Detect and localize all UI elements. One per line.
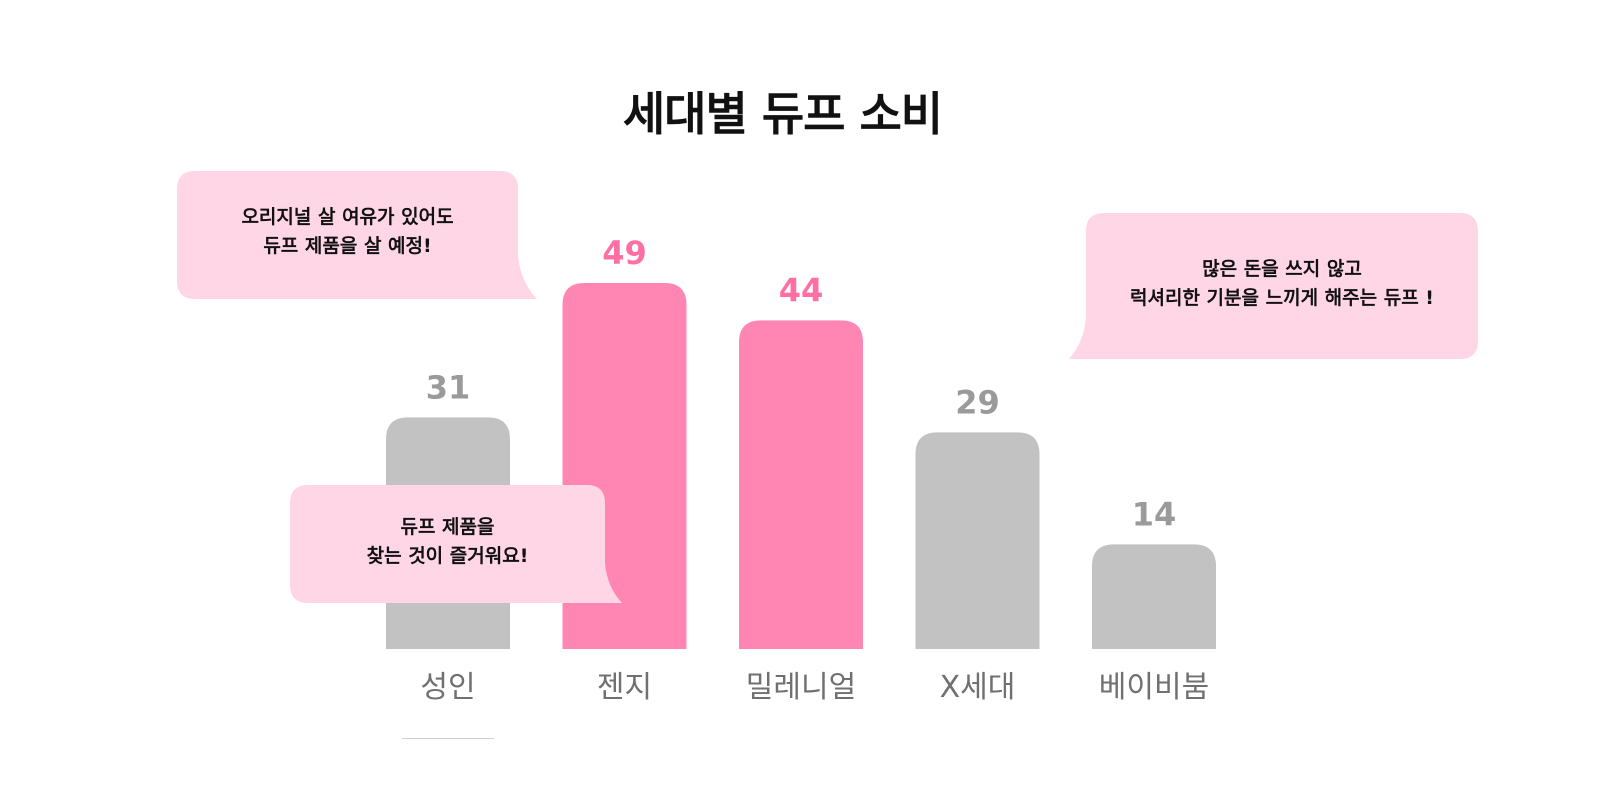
category-label-1: 젠지 — [597, 670, 652, 705]
category-label-3: X세대 — [940, 670, 1016, 705]
value-label-1: 49 — [602, 234, 647, 272]
annotation-bubble-luxury-feeling: 많은 돈을 쓰지 않고 럭셔리한 기분을 느끼게 해주는 듀프 ! — [1069, 213, 1478, 359]
speech-bubble-shape — [177, 171, 537, 299]
value-label-3: 29 — [955, 383, 1000, 421]
labels-layer: 31 성인 49 젠지 44 밀레니얼 29 X세대 14 베이비붐 — [420, 234, 1209, 705]
category-label-0: 성인 — [420, 670, 475, 705]
speech-bubble-shape — [290, 485, 622, 603]
annotation-bubble-original-budget: 오리지널 살 여유가 있어도 듀프 제품을 살 예정! — [177, 171, 537, 299]
annotation-line: 듀프 제품을 살 예정! — [263, 235, 432, 257]
chart-title: 세대별 듀프 소비 — [622, 87, 943, 141]
speech-bubble-shape — [1069, 213, 1478, 359]
bar-4 — [1092, 544, 1216, 649]
category-label-4: 베이비붐 — [1099, 670, 1209, 705]
bar-2 — [739, 320, 863, 649]
value-label-4: 14 — [1132, 495, 1177, 533]
divider — [402, 738, 494, 739]
annotation-line: 오리지널 살 여유가 있어도 — [241, 206, 454, 228]
annotation-line: 럭셔리한 기분을 느끼게 해주는 듀프 ! — [1130, 287, 1434, 309]
category-label-2: 밀레니얼 — [746, 670, 856, 705]
annotation-line: 많은 돈을 쓰지 않고 — [1202, 258, 1362, 280]
value-label-2: 44 — [779, 271, 824, 309]
bar-3 — [915, 432, 1040, 649]
annotation-bubble-fun-finding: 듀프 제품을 찾는 것이 즐거워요! — [290, 485, 622, 603]
annotation-line: 듀프 제품을 — [400, 516, 495, 538]
annotation-line: 찾는 것이 즐거워요! — [366, 545, 529, 567]
value-label-0: 31 — [426, 368, 471, 406]
